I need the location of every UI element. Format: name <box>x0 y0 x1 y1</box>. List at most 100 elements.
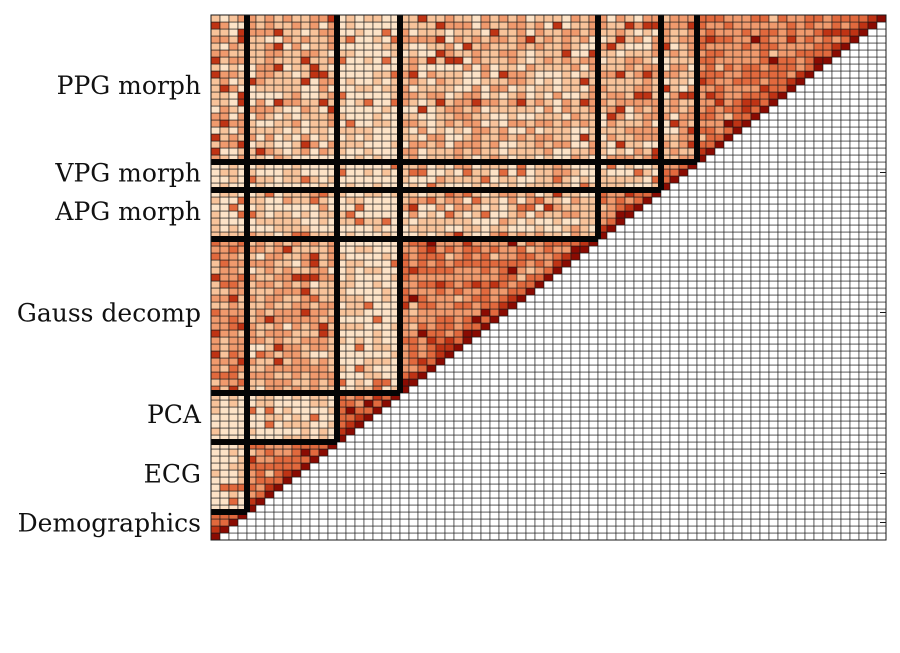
heatmap-cell <box>381 196 392 205</box>
heatmap-cell <box>255 532 266 541</box>
heatmap-cell <box>579 224 590 233</box>
heatmap-cell <box>633 273 644 282</box>
heatmap-cell <box>669 224 680 233</box>
heatmap-cell <box>534 196 545 205</box>
heatmap-cell <box>570 308 581 317</box>
heatmap-cell <box>768 350 779 359</box>
heatmap-cell <box>552 224 563 233</box>
heatmap-cell <box>300 252 311 261</box>
heatmap-cell <box>705 434 716 443</box>
heatmap-cell <box>597 378 608 387</box>
heatmap-cell <box>210 525 221 534</box>
heatmap-cell <box>561 455 572 464</box>
heatmap-cell <box>453 70 464 79</box>
heatmap-cell <box>525 322 536 331</box>
heatmap-cell <box>417 413 428 422</box>
heatmap-cell <box>489 497 500 506</box>
heatmap-cell <box>516 378 527 387</box>
heatmap-cell <box>417 399 428 408</box>
heatmap-cell <box>534 175 545 184</box>
heatmap-cell <box>561 434 572 443</box>
heatmap-cell <box>669 525 680 534</box>
heatmap-cell <box>579 84 590 93</box>
heatmap-cell <box>282 217 293 226</box>
heatmap-cell <box>669 196 680 205</box>
heatmap-cell <box>759 385 770 394</box>
heatmap-cell <box>381 455 392 464</box>
heatmap-cell <box>435 420 446 429</box>
heatmap-cell <box>228 329 239 338</box>
heatmap-cell <box>777 126 788 135</box>
heatmap-cell <box>633 119 644 128</box>
heatmap-cell <box>705 77 716 86</box>
heatmap-cell <box>480 518 491 527</box>
heatmap-cell <box>606 308 617 317</box>
heatmap-cell <box>570 112 581 121</box>
heatmap-cell <box>372 259 383 268</box>
heatmap-cell <box>552 420 563 429</box>
heatmap-cell <box>858 392 869 401</box>
heatmap-cell <box>606 224 617 233</box>
heatmap-cell <box>561 105 572 114</box>
heatmap-cell <box>831 210 842 219</box>
heatmap-cell <box>264 273 275 282</box>
heatmap-cell <box>741 252 752 261</box>
heatmap-cell <box>543 259 554 268</box>
heatmap-cell <box>525 252 536 261</box>
heatmap-cell <box>624 329 635 338</box>
heatmap-cell <box>300 322 311 331</box>
heatmap-cell <box>516 252 527 261</box>
heatmap-cell <box>462 77 473 86</box>
heatmap-cell <box>813 357 824 366</box>
heatmap-cell <box>345 98 356 107</box>
heatmap-cell <box>264 399 275 408</box>
heatmap-cell <box>390 469 401 478</box>
heatmap-cell <box>354 364 365 373</box>
heatmap-cell <box>750 322 761 331</box>
heatmap-cell <box>462 273 473 282</box>
heatmap-cell <box>282 196 293 205</box>
heatmap-cell <box>255 462 266 471</box>
heatmap-cell <box>840 511 851 520</box>
heatmap-cell <box>381 399 392 408</box>
heatmap-cell <box>516 497 527 506</box>
heatmap-cell <box>768 399 779 408</box>
heatmap-cell <box>831 308 842 317</box>
heatmap-cell <box>525 70 536 79</box>
heatmap-cell <box>552 392 563 401</box>
heatmap-cell <box>840 357 851 366</box>
heatmap-cell <box>273 147 284 156</box>
heatmap-cell <box>507 525 518 534</box>
heatmap-cell <box>471 462 482 471</box>
heatmap-cell <box>471 112 482 121</box>
heatmap-cell <box>606 469 617 478</box>
heatmap-cell <box>543 476 554 485</box>
heatmap-cell <box>507 217 518 226</box>
heatmap-cell <box>858 504 869 513</box>
heatmap-cell <box>759 161 770 170</box>
heatmap-cell <box>822 483 833 492</box>
heatmap-cell <box>354 203 365 212</box>
heatmap-cell <box>732 455 743 464</box>
heatmap-cell <box>354 399 365 408</box>
heatmap-cell <box>813 455 824 464</box>
heatmap-cell <box>804 413 815 422</box>
heatmap-cell <box>876 147 887 156</box>
heatmap-cell <box>498 301 509 310</box>
heatmap-cell <box>633 364 644 373</box>
heatmap-cell <box>714 112 725 121</box>
heatmap-cell <box>219 483 230 492</box>
heatmap-cell <box>597 448 608 457</box>
heatmap-cell <box>498 217 509 226</box>
heatmap-cell <box>867 350 878 359</box>
heatmap-cell <box>462 84 473 93</box>
heatmap-cell <box>597 371 608 380</box>
heatmap-cell <box>426 175 437 184</box>
heatmap-cell <box>381 217 392 226</box>
heatmap-cell <box>417 497 428 506</box>
heatmap-cell <box>255 308 266 317</box>
heatmap-cell <box>498 420 509 429</box>
heatmap-cell <box>678 476 689 485</box>
heatmap-cell <box>669 112 680 121</box>
heatmap-cell <box>777 168 788 177</box>
